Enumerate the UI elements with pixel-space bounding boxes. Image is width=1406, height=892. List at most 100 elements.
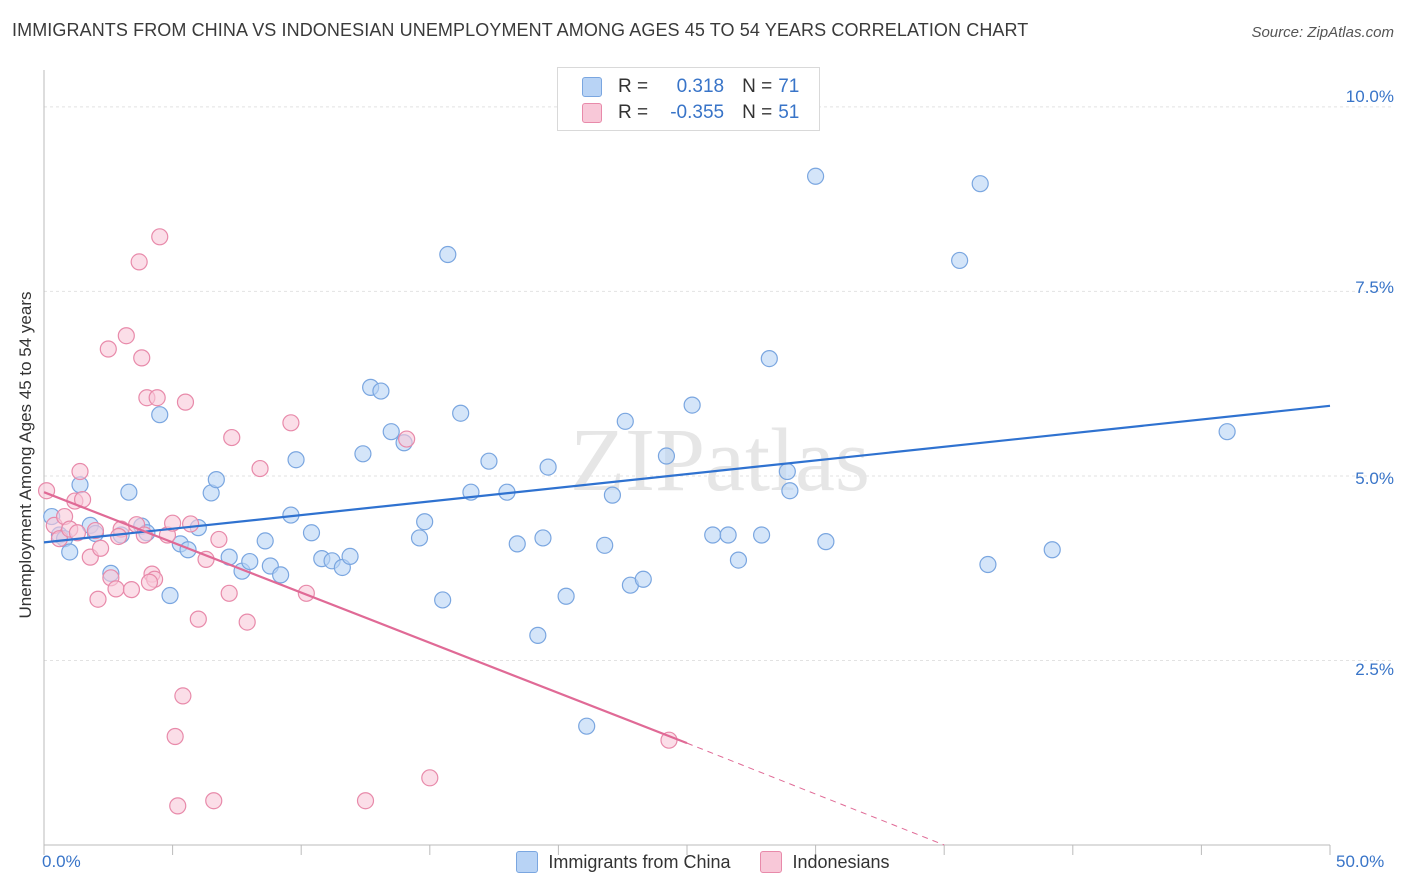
china-point (971, 175, 989, 193)
china-point (778, 462, 796, 481)
x-tick-label-min: 0.0% (42, 852, 81, 871)
indonesian-point (205, 792, 223, 810)
indonesian-point (251, 459, 269, 478)
china-point (480, 452, 498, 470)
indonesian-point (68, 524, 87, 542)
china-point (979, 555, 997, 574)
y-tick-label: 5.0% (1355, 469, 1394, 488)
indonesian-point (169, 797, 187, 815)
series-legend: Immigrants from China Indonesians (0, 851, 1406, 873)
y-tick-label: 10.0% (1345, 87, 1394, 106)
indonesian-point (107, 580, 125, 598)
legend-r-value: -0.355 (670, 102, 725, 123)
china-point (372, 382, 390, 400)
china-point (719, 526, 737, 544)
indonesian-point (398, 430, 416, 448)
legend-swatch-indonesians (582, 103, 602, 123)
correlation-legend: R = 0.318 N = 71 R = -0.355 N = 51 (557, 67, 820, 131)
indonesian-point (133, 349, 151, 367)
y-tick-label: 7.5% (1355, 278, 1394, 297)
indonesian-point (91, 539, 110, 557)
china-point (302, 524, 321, 542)
legend-n-value: 71 (778, 76, 800, 97)
china-point (704, 526, 722, 544)
indonesian-point (140, 573, 159, 591)
china-point (557, 587, 575, 605)
legend-r-label: R = (618, 76, 649, 97)
china-point (657, 447, 676, 465)
china-point (241, 552, 259, 571)
indonesian-point (182, 515, 200, 533)
indonesian-trend-extension (686, 742, 945, 846)
indonesian-point (282, 414, 300, 432)
china-point (729, 551, 748, 569)
indonesian-point (189, 610, 207, 628)
china-point (529, 626, 547, 644)
indonesian-point (164, 514, 182, 532)
china-point (534, 529, 552, 547)
china-point (508, 535, 526, 553)
china-point (951, 251, 969, 270)
china-point (287, 451, 305, 469)
indonesian-point (99, 340, 117, 358)
china-point (634, 570, 652, 588)
indonesian-point (130, 253, 148, 271)
legend-swatch-china (582, 77, 602, 97)
legend-r-label: R = (618, 102, 649, 123)
china-point (1218, 423, 1236, 441)
indonesian-point (356, 792, 375, 810)
indonesian-trend-line (43, 491, 688, 745)
china-point (539, 458, 557, 476)
china-trend-line (43, 404, 1331, 544)
china-point (452, 404, 470, 422)
china-point (806, 167, 825, 185)
series-legend-china[interactable]: Immigrants from China (516, 851, 730, 873)
china-point (578, 717, 596, 735)
china-point (354, 445, 372, 463)
china-point (151, 406, 169, 424)
china-point (416, 513, 434, 531)
indonesian-point (151, 228, 169, 246)
china-point (603, 486, 622, 504)
indonesian-point (86, 521, 105, 540)
china-point (61, 543, 79, 561)
indonesian-point (174, 687, 192, 705)
series-legend-label: Indonesians (792, 851, 890, 872)
china-point (256, 532, 274, 550)
y-tick-label: 2.5% (1355, 660, 1394, 679)
source-label: Source: ZipAtlas.com (1251, 24, 1394, 41)
china-point (781, 482, 799, 500)
series-legend-indonesians[interactable]: Indonesians (760, 851, 890, 873)
indonesian-point (223, 428, 241, 447)
indonesian-point (220, 584, 238, 602)
series-swatch-indonesians (760, 851, 783, 873)
legend-n-value: 51 (778, 102, 800, 123)
china-point (341, 547, 359, 566)
indonesian-point (71, 462, 89, 481)
indonesian-point (122, 581, 141, 599)
china-point (382, 423, 400, 441)
legend-n-label: N = (742, 76, 773, 97)
china-point (272, 566, 290, 584)
legend-r-value: 0.318 (676, 76, 725, 97)
china-point (752, 526, 771, 544)
china-point (439, 245, 457, 264)
china-point (596, 536, 614, 554)
china-point (1043, 541, 1061, 559)
china-point (207, 471, 225, 489)
legend-row-china: R = 0.318 N = 71 (582, 75, 799, 99)
china-point (120, 483, 138, 501)
chart-title: IMMIGRANTS FROM CHINA VS INDONESIAN UNEM… (12, 20, 1029, 40)
indonesian-point (238, 613, 256, 631)
indonesian-point (166, 727, 184, 746)
china-point (760, 349, 778, 368)
china-point (410, 529, 429, 547)
indonesian-point (117, 327, 135, 345)
china-point (817, 533, 835, 551)
series-legend-label: Immigrants from China (548, 851, 731, 872)
china-point (434, 591, 452, 609)
legend-n-label: N = (742, 102, 773, 123)
x-tick-label-max: 50.0% (1336, 852, 1385, 871)
china-point (161, 586, 179, 605)
